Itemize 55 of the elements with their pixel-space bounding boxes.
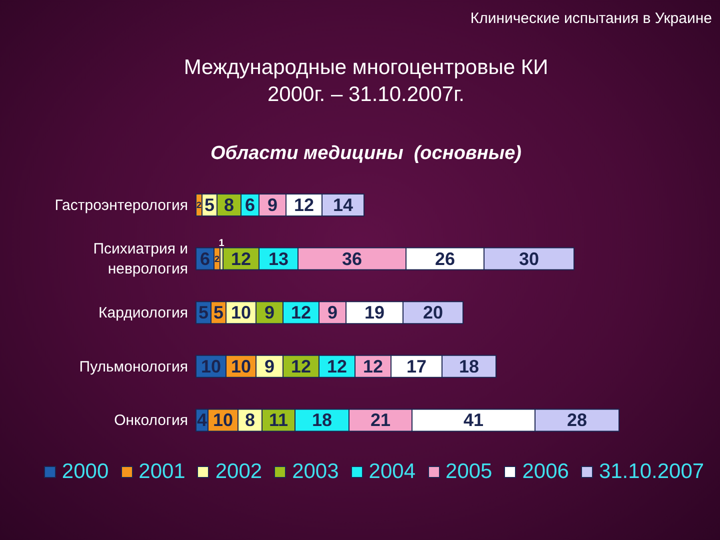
data-label: 6 bbox=[200, 248, 210, 269]
data-label: 21 bbox=[370, 410, 391, 430]
data-label: 10 bbox=[230, 356, 252, 376]
data-label: 36 bbox=[342, 248, 362, 269]
data-label: 12 bbox=[294, 195, 314, 215]
y-tick-label: Пульмонология bbox=[79, 358, 188, 375]
legend-label: 2005 bbox=[446, 460, 492, 484]
data-label: 12 bbox=[230, 248, 252, 269]
data-label: 5 bbox=[204, 195, 215, 215]
data-label: 9 bbox=[264, 356, 275, 376]
data-label: 26 bbox=[434, 248, 456, 269]
data-label: 10 bbox=[200, 356, 222, 376]
data-label: 13 bbox=[268, 248, 289, 269]
legend-label: 2004 bbox=[368, 460, 416, 484]
data-label: 28 bbox=[566, 410, 588, 430]
data-label: 9 bbox=[267, 195, 278, 215]
data-label: 5 bbox=[198, 302, 209, 323]
data-label: 6 bbox=[244, 195, 256, 215]
chart-subtitle: Области медицины (основные) bbox=[209, 143, 523, 165]
data-label: 12 bbox=[326, 356, 348, 376]
legend-label: 2003 bbox=[292, 460, 339, 484]
y-tick-label: Кардиология bbox=[98, 304, 188, 321]
data-label: 14 bbox=[332, 195, 354, 215]
text: Клинические испытания в Украине bbox=[470, 10, 712, 27]
data-label: 8 bbox=[224, 195, 234, 215]
data-label: 5 bbox=[213, 302, 224, 323]
data-label: 18 bbox=[312, 410, 332, 430]
data-label: 18 bbox=[458, 356, 480, 376]
legend-label: 2002 bbox=[215, 460, 262, 484]
data-label: 8 bbox=[244, 410, 256, 430]
data-label: 12 bbox=[290, 302, 312, 323]
legend-label: 2001 bbox=[138, 460, 186, 484]
y-tick-label: Гастроэнтерология bbox=[54, 196, 188, 214]
data-label: 2 bbox=[214, 254, 220, 264]
data-label: 17 bbox=[406, 356, 427, 376]
data-label: 9 bbox=[264, 302, 275, 323]
legend-label: 2000 bbox=[62, 460, 109, 484]
data-label: 30 bbox=[518, 248, 540, 269]
data-label: 12 bbox=[290, 356, 312, 376]
legend-label: 31.10.2007 bbox=[598, 460, 704, 484]
data-label: 10 bbox=[212, 410, 234, 430]
data-label: 1 bbox=[218, 238, 225, 249]
data-label: 12 bbox=[362, 356, 384, 376]
data-label: 2 bbox=[196, 200, 202, 210]
legend-label: 2006 bbox=[522, 460, 569, 484]
data-label: 41 bbox=[463, 410, 484, 430]
data-label: 4 bbox=[196, 410, 208, 430]
data-label: 11 bbox=[268, 410, 288, 430]
data-label: 20 bbox=[422, 302, 444, 323]
data-label: 19 bbox=[364, 302, 385, 323]
y-tick-label: Онкология bbox=[114, 412, 188, 429]
y-tick-label: Психиатрия и неврология bbox=[93, 240, 188, 278]
data-label: 10 bbox=[230, 302, 252, 323]
chart-title: Международные многоцентровые КИ 2000г. – 31.10.2007г. bbox=[182, 55, 550, 108]
data-label: 9 bbox=[327, 302, 338, 323]
